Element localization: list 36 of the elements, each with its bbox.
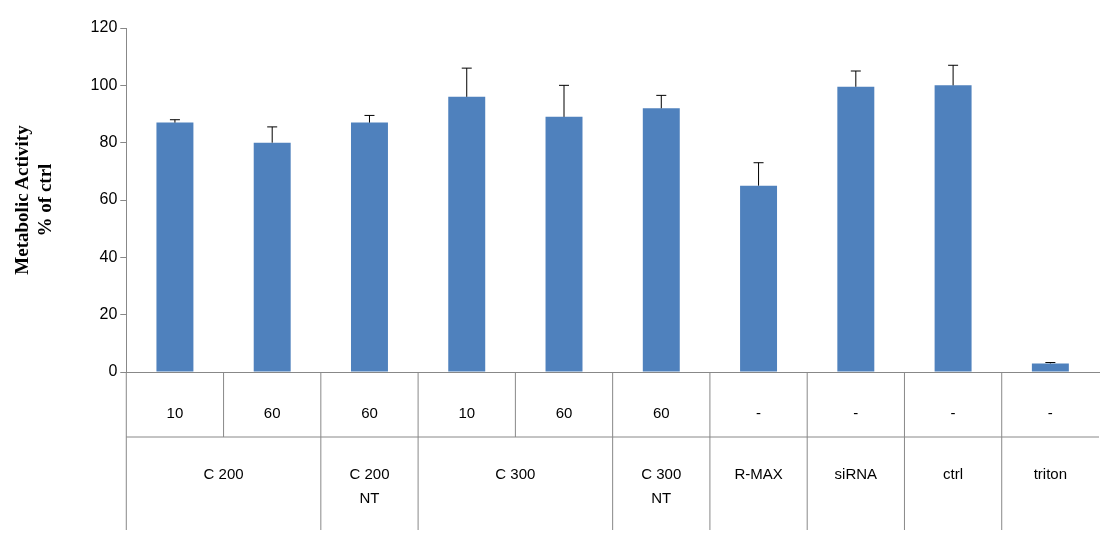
text: C 200 [203,465,244,483]
bar [253,142,291,372]
bar [545,116,583,372]
text: ctrl [943,465,964,483]
bar [934,85,972,372]
text: C 300 NT [641,465,682,507]
x-tick-label: 10 [166,404,184,422]
y-tick-label: 0 [108,362,118,380]
x-tick-label: 60 [652,404,670,422]
text: C 200 NT [349,465,390,507]
y-tick-label: 80 [99,133,118,151]
y-tick-label: 60 [99,190,118,208]
x-tick-label: 60 [555,404,573,422]
bar [448,96,486,372]
y-tick-label: 120 [90,18,118,36]
x-tick-label: - [756,404,762,422]
y-tick-label: 20 [99,305,118,323]
bar [837,86,875,372]
text: triton [1033,465,1068,483]
x-tick-label: 10 [458,404,476,422]
bar [350,122,388,372]
x-tick-label: 60 [263,404,281,422]
text: R-MAX [734,465,783,483]
bar [740,185,778,372]
text: siRNA [834,465,878,483]
y-axis-title: Metabolic Activity % of ctrl [11,124,56,275]
x-tick-label: - [853,404,859,422]
x-tick-label: 60 [361,404,378,422]
bar [642,108,680,372]
bar [156,122,194,372]
text: C 300 [495,465,536,483]
x-tick-label: - [950,404,956,422]
bar [1031,363,1069,372]
y-tick-label: 40 [99,247,118,265]
y-tick-label: 100 [90,75,118,93]
x-tick-label: - [1047,404,1053,422]
